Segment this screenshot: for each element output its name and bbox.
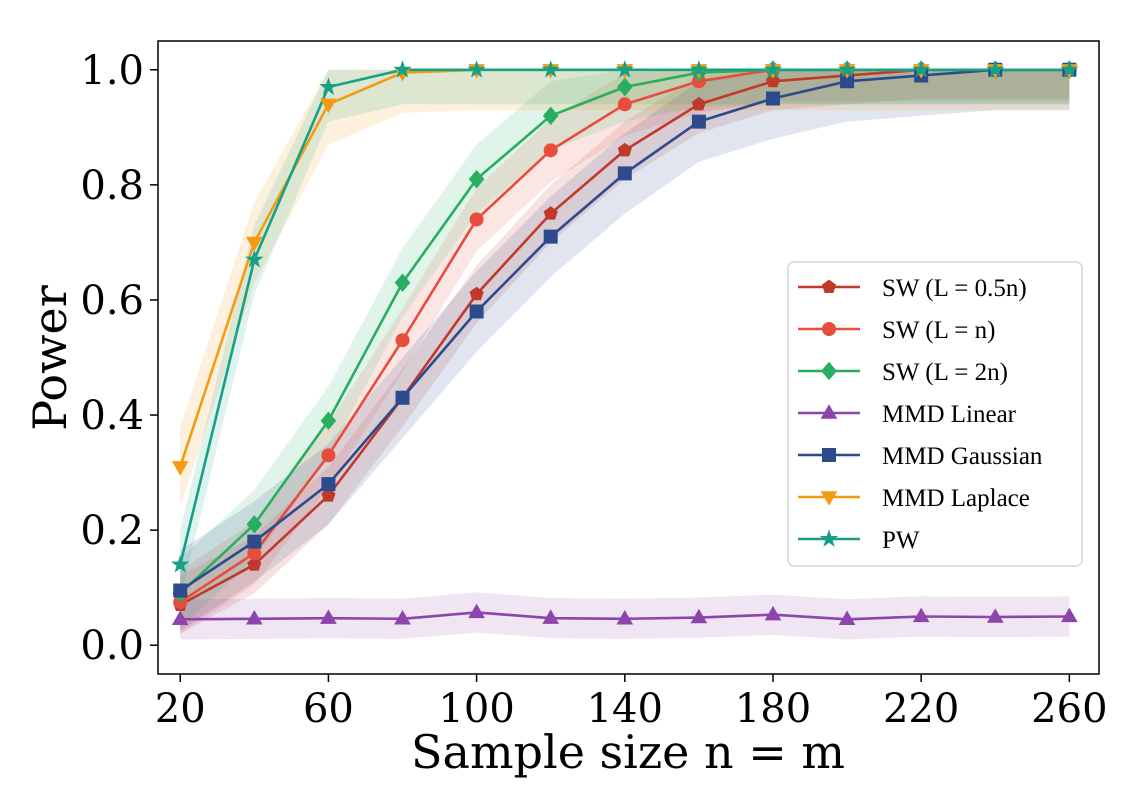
y-tick-label: 0.0 [80, 623, 144, 669]
plot-frame [157, 40, 1100, 675]
point-mmd-linear [542, 609, 560, 624]
x-tick-label: 20 [155, 686, 206, 732]
point-sw-l-n [617, 97, 632, 112]
point-mmd-gaussian [247, 534, 262, 549]
y-tick-label: 0.6 [80, 278, 144, 324]
series-markers [171, 60, 1079, 626]
point-sw-l-2n [542, 106, 559, 126]
point-mmd-linear [616, 609, 634, 625]
legend-marker-mmd-laplace [820, 491, 838, 506]
y-axis: 0.0 0.2 0.4 0.6 0.8 1.0 [80, 48, 158, 669]
point-mmd-linear [912, 607, 930, 623]
point-mmd-linear [320, 609, 337, 624]
point-pw [1060, 60, 1079, 78]
legend-marker-sw-l-2n [821, 361, 837, 381]
point-pw [171, 555, 190, 573]
point-mmd-linear [468, 603, 485, 619]
legend-label-sw-l-n: SW (L = n) [882, 317, 995, 344]
point-mmd-laplace [245, 236, 263, 252]
point-mmd-gaussian [691, 114, 706, 129]
point-sw-l-0-5n [543, 206, 558, 220]
x-tick-label: 260 [1031, 686, 1107, 732]
point-mmd-laplace [320, 98, 337, 114]
y-tick-label: 0.4 [80, 393, 144, 439]
band-sw-l-0-5n [180, 69, 1070, 634]
point-pw [837, 60, 857, 78]
x-tick-label: 140 [587, 686, 663, 732]
point-sw-l-0-5n [247, 557, 262, 571]
legend-label-pw: PW [882, 527, 920, 554]
legend-marker-sw-l-0-5n [821, 279, 837, 294]
x-tick-label: 100 [438, 686, 514, 732]
point-mmd-gaussian [173, 583, 188, 598]
point-pw [245, 250, 264, 268]
y-tick-label: 0.8 [80, 163, 144, 209]
point-pw [986, 60, 1005, 78]
legend-marker-pw [819, 529, 839, 547]
point-sw-l-n [395, 333, 410, 348]
point-sw-l-0-5n [469, 286, 484, 301]
point-mmd-gaussian [395, 390, 410, 405]
legend-label-mmd-gaussian: MMD Gaussian [882, 443, 1043, 470]
point-sw-l-n [321, 448, 336, 463]
point-mmd-gaussian [765, 91, 780, 106]
point-mmd-linear [394, 609, 411, 625]
point-mmd-linear [690, 608, 708, 624]
x-tick-label: 60 [303, 686, 354, 732]
point-pw [467, 60, 486, 78]
x-tick-label: 220 [883, 686, 959, 732]
point-sw-l-0-5n [691, 96, 706, 111]
point-pw [912, 60, 931, 78]
point-pw [689, 60, 709, 78]
y-tick-label: 1.0 [80, 48, 144, 94]
band-mmd-gaussian [180, 69, 1070, 631]
point-mmd-gaussian [617, 166, 632, 181]
point-sw-l-n [469, 212, 484, 227]
point-mmd-linear [764, 605, 782, 621]
legend-box [787, 261, 1083, 567]
point-sw-l-0-5n [617, 142, 632, 157]
x-tick-label: 180 [735, 686, 811, 732]
point-pw [541, 60, 560, 78]
legend-label-mmd-laplace: MMD Laplace [882, 485, 1030, 512]
point-sw-l-2n [246, 515, 263, 534]
point-sw-l-n [543, 143, 558, 158]
point-pw [615, 60, 634, 78]
point-mmd-linear [245, 609, 263, 625]
x-axis-title: Sample size n = m [411, 725, 845, 779]
point-mmd-gaussian [469, 304, 484, 319]
point-sw-l-2n [468, 169, 485, 189]
legend-label-mmd-linear: MMD Linear [882, 401, 1017, 428]
y-axis-title: Power [23, 285, 77, 430]
legend-marker-mmd-gaussian [822, 448, 836, 462]
point-sw-l-0-5n [321, 488, 336, 502]
point-mmd-laplace [171, 461, 189, 476]
point-pw [393, 60, 412, 78]
legend-marker-sw-l-n [822, 322, 836, 336]
point-sw-l-2n [394, 273, 411, 292]
point-mmd-linear [838, 610, 856, 626]
point-sw-l-0-5n [765, 73, 781, 88]
x-axis: 20 60 100 140 180 220 260 [155, 674, 1108, 732]
y-tick-label: 0.2 [80, 508, 144, 554]
legend: SW (L = 0.5n) SW (L = n) SW (L = 2n) MMD Li… [787, 261, 1083, 567]
point-mmd-gaussian [543, 229, 558, 244]
legend-label-sw-l-0-5n: SW (L = 0.5n) [882, 275, 1027, 302]
point-pw [319, 77, 338, 95]
legend-marker-mmd-linear [820, 404, 838, 419]
point-mmd-linear [1061, 607, 1078, 623]
point-pw [763, 60, 783, 78]
legend-label-sw-l-2n: SW (L = 2n) [882, 359, 1008, 386]
point-sw-l-2n [320, 411, 337, 431]
point-mmd-linear [986, 608, 1004, 623]
band-sw-l-2n [180, 69, 1070, 629]
point-mmd-gaussian [321, 477, 336, 492]
point-mmd-linear [171, 610, 189, 626]
point-sw-l-2n [616, 77, 633, 97]
